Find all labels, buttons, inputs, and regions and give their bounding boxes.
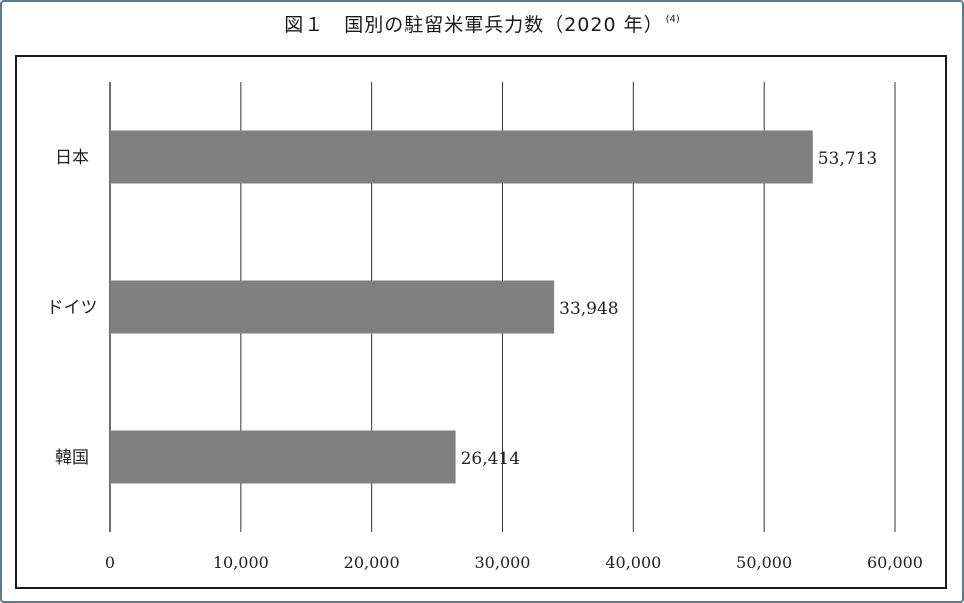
x-tick-label: 30,000 [475, 553, 531, 572]
bar [110, 280, 555, 334]
x-tick-label: 60,000 [867, 553, 923, 572]
x-tick-label: 50,000 [736, 553, 792, 572]
category-label: ドイツ [47, 298, 98, 318]
x-tick-label: 10,000 [213, 553, 269, 572]
data-label: 53,713 [818, 149, 877, 169]
bar [110, 430, 456, 484]
x-tick-label: 40,000 [605, 553, 661, 572]
data-label: 33,948 [559, 299, 618, 319]
chart-title-row: 図１ 国別の駐留米軍兵力数（2020 年） (4) [0, 10, 964, 37]
footnote-ref: (4) [665, 14, 680, 25]
bar [110, 130, 813, 184]
data-label: 26,414 [461, 449, 520, 469]
x-tick-label: 0 [105, 553, 115, 572]
chart-title: 図１ 国別の駐留米軍兵力数（2020 年） [284, 14, 664, 36]
category-label: 日本 [55, 148, 89, 168]
plot-frame [15, 55, 947, 589]
x-tick-label: 20,000 [344, 553, 400, 572]
category-label: 韓国 [55, 448, 89, 468]
